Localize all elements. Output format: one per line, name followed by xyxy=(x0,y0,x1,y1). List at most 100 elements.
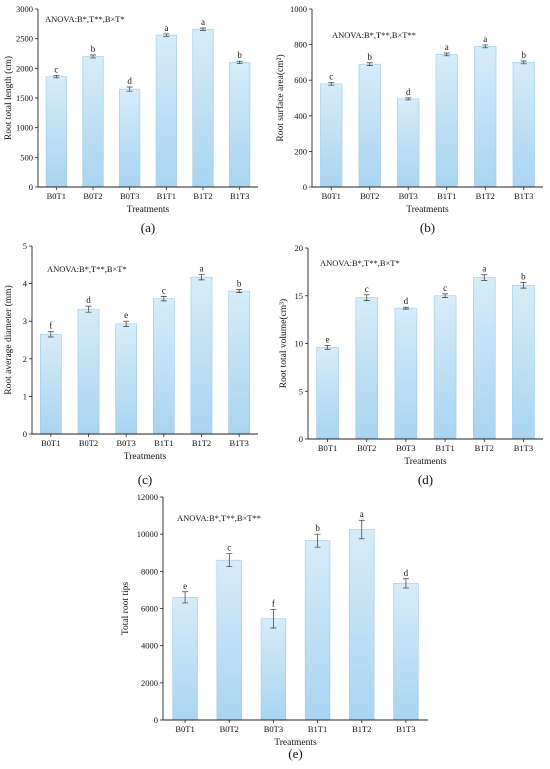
significance-letter-B1T1: c xyxy=(443,283,447,293)
significance-letter-B0T3: e xyxy=(124,310,128,320)
bar-B0T1 xyxy=(39,334,62,435)
significance-letter-B1T1: a xyxy=(164,23,168,33)
error-bar-B1T3 xyxy=(520,282,527,289)
error-bar-B1T1 xyxy=(163,33,170,37)
error-bar-B1T3 xyxy=(236,60,243,64)
bar-B0T1 xyxy=(316,347,339,440)
y-tick-label: 6000 xyxy=(141,604,158,614)
y-tick-label: 0 xyxy=(154,715,158,725)
error-bar-B1T2 xyxy=(200,27,206,31)
bar-B1T3 xyxy=(512,62,535,188)
anova-annotation: ANOVA:B*,T**,B×T* xyxy=(47,264,127,274)
error-bar-B0T1 xyxy=(182,591,189,604)
x-tick-label: B1T3 xyxy=(396,724,415,734)
bar-B0T3 xyxy=(115,323,138,435)
bar-B0T3 xyxy=(397,98,420,188)
bar-B1T1 xyxy=(155,34,177,188)
significance-letter-B0T2: c xyxy=(365,284,369,294)
y-tick-label: 0 xyxy=(23,429,27,439)
x-tick-label: B1T2 xyxy=(193,191,212,201)
x-tick-label: B1T1 xyxy=(157,191,176,201)
x-tick-label: B0T3 xyxy=(399,191,418,201)
panel-label: (d) xyxy=(418,472,433,487)
y-axis-title: Root total length (cm) xyxy=(3,56,14,140)
error-bar-B1T1 xyxy=(443,52,450,57)
bar-B1T1 xyxy=(152,298,175,435)
y-tick-label: 200 xyxy=(294,146,307,156)
x-axis-title: Treatments xyxy=(404,457,447,467)
x-tick-label: B0T1 xyxy=(41,438,60,448)
anova-annotation: ANOVA:B*,T**,B×T** xyxy=(332,30,416,40)
error-bar-B0T3 xyxy=(405,97,412,101)
significance-letter-B1T1: a xyxy=(445,42,449,52)
error-bar-B0T3 xyxy=(402,306,409,310)
x-tick-label: B0T1 xyxy=(47,191,66,201)
bar-B0T2 xyxy=(355,297,379,440)
y-tick-label: 8000 xyxy=(141,566,158,576)
error-bar-B0T2 xyxy=(85,305,92,313)
bar-B1T2 xyxy=(192,28,214,188)
bar-B0T3 xyxy=(119,88,141,188)
significance-letter-B1T1: c xyxy=(162,285,166,295)
bar-B0T2 xyxy=(216,559,242,721)
x-tick-label: B1T1 xyxy=(435,443,454,453)
error-bar-B0T1 xyxy=(53,75,60,79)
bar-B0T3 xyxy=(394,307,418,440)
y-axis-title: Root total volume(cm³) xyxy=(278,299,289,388)
x-tick-label: B1T1 xyxy=(308,724,327,734)
y-tick-label: 1000 xyxy=(16,123,33,133)
significance-letter-B1T2: a xyxy=(200,264,204,274)
x-tick-label: B1T3 xyxy=(230,191,249,201)
x-tick-label: B1T3 xyxy=(229,438,248,448)
significance-letter-B1T2: a xyxy=(360,509,364,519)
error-bar-B0T3 xyxy=(270,609,277,629)
bar-B1T1 xyxy=(435,54,458,188)
significance-letter-B0T2: b xyxy=(91,44,96,54)
significance-letter-B0T1: c xyxy=(329,71,333,81)
y-tick-label: 4000 xyxy=(141,641,158,651)
y-axis-title: Total root tips xyxy=(121,582,131,635)
significance-letter-B0T1: e xyxy=(326,334,330,344)
panel-label: (a) xyxy=(141,220,155,235)
panel-label: (e) xyxy=(288,746,302,761)
x-axis-title: Treatments xyxy=(124,452,167,462)
significance-letter-B0T3: d xyxy=(404,296,409,306)
bar-B1T3 xyxy=(229,62,251,188)
y-tick-label: 0 xyxy=(299,434,303,444)
y-tick-label: 10 xyxy=(295,339,304,349)
x-tick-label: B1T1 xyxy=(437,191,456,201)
panel-label: (b) xyxy=(420,220,435,235)
significance-letter-B1T3: b xyxy=(522,50,527,60)
y-tick-label: 1000 xyxy=(290,4,307,14)
error-bar-B0T2 xyxy=(90,54,96,59)
x-axis-title: Treatments xyxy=(406,205,449,215)
error-bar-B1T2 xyxy=(481,274,488,281)
x-tick-label: B1T3 xyxy=(514,443,533,453)
bar-B0T1 xyxy=(320,83,343,188)
error-bar-B0T2 xyxy=(226,553,233,568)
bar-B0T1 xyxy=(45,76,67,188)
chart-panel-a: c B0T1 b B0T2 d B0T3 a B1T1 a B1T2 b B1T3 0 500 1000 15… xyxy=(3,4,258,235)
bar-B1T3 xyxy=(393,583,419,721)
y-tick-label: 3 xyxy=(23,316,27,326)
significance-letter-B0T3: d xyxy=(127,76,132,86)
y-tick-label: 2000 xyxy=(16,63,33,73)
bar-B1T2 xyxy=(472,277,496,440)
x-tick-label: B0T1 xyxy=(322,191,341,201)
anova-annotation: ANOVA:B*,T**,B×T* xyxy=(45,14,125,24)
bar-B1T3 xyxy=(512,284,535,440)
x-tick-label: B1T2 xyxy=(352,724,371,734)
chart-panel-c: f B0T1 d B0T2 e B0T3 c B1T1 a B1T2 b B1T3 0 1 2 3 4 5 Trea… xyxy=(3,241,258,487)
panel-label: (c) xyxy=(138,472,152,487)
error-bar-B1T3 xyxy=(402,578,409,589)
x-tick-label: B0T3 xyxy=(264,724,283,734)
significance-letter-B0T2: c xyxy=(227,543,231,553)
bar-B1T1 xyxy=(304,540,331,721)
y-tick-label: 2000 xyxy=(141,678,158,688)
x-tick-label: B0T3 xyxy=(116,438,135,448)
y-tick-label: 2 xyxy=(23,354,27,364)
y-tick-label: 400 xyxy=(294,111,307,121)
chart-panel-b: c B0T1 b B0T2 d B0T3 a B1T1 a B1T2 b B1T3 0 200 400 600… xyxy=(275,4,543,235)
bar-B1T3 xyxy=(228,290,251,435)
chart-panel-e: e B0T1 c B0T2 f B0T3 b B1T1 a B1T2 d B1T3 0 2000 4000 6… xyxy=(121,492,428,761)
